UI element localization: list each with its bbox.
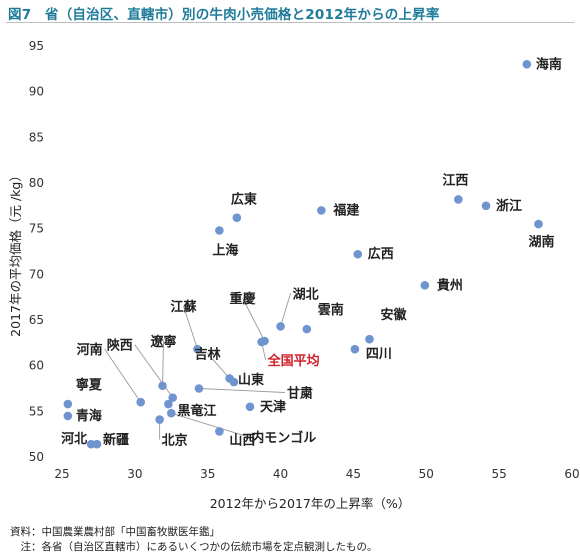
data-point (63, 399, 73, 409)
x-tick-label: 55 (492, 467, 507, 481)
y-tick-label: 75 (29, 222, 44, 236)
y-tick-label: 95 (29, 39, 44, 53)
point-label: 寧夏 (76, 377, 103, 393)
x-tick-label: 60 (564, 467, 579, 481)
leader-line (162, 340, 164, 386)
point-label: 福建 (332, 202, 359, 218)
y-tick-label: 55 (29, 404, 44, 418)
point-label: 湖南 (528, 234, 554, 250)
data-point (276, 322, 285, 331)
y-tick-label: 90 (29, 85, 44, 99)
data-point (245, 402, 255, 412)
point-label: 上海 (212, 242, 238, 258)
data-point (63, 411, 73, 421)
data-point (232, 213, 242, 223)
point-label: 山東 (238, 372, 264, 388)
scatter-chart: 50 55 60 65 70 75 80 85 90 95 25 30 35 40 45 50 55 60 20… (8, 39, 580, 511)
leader-line (198, 388, 285, 393)
point-label: 広東 (231, 192, 257, 208)
point-label: 重慶 (230, 291, 257, 307)
point-label: 安徽 (380, 307, 407, 323)
data-point (317, 206, 326, 215)
label-leader-lines (104, 293, 292, 440)
point-label: 黒竜江 (177, 403, 216, 419)
leader-line (171, 412, 250, 438)
leader-line (207, 353, 230, 379)
point-label: 浙江 (496, 198, 522, 214)
footnote: 注：各省（自治区直轄市）にあるいくつかの伝統市場を定点観測したもの。 (10, 541, 378, 553)
point-label: 遼寧 (151, 334, 177, 350)
y-tick-label: 50 (29, 450, 44, 464)
data-point (194, 384, 204, 393)
data-point (215, 427, 224, 436)
point-label: 貴州 (437, 277, 463, 293)
point-label: 吉林 (195, 346, 221, 362)
data-point (454, 195, 463, 204)
x-tick-label: 40 (273, 467, 288, 481)
data-point (350, 344, 360, 354)
x-axis-title: 2012年から2017年の上昇率（%） (210, 496, 411, 511)
point-label: 北京 (162, 433, 188, 449)
point-label: 山西 (229, 432, 255, 448)
point-label: 天津 (260, 399, 286, 415)
leader-line (104, 348, 142, 403)
y-tick-label: 65 (29, 313, 44, 327)
point-label: 陝西 (107, 338, 133, 354)
point-label: 甘粛 (287, 386, 313, 402)
data-point (365, 334, 374, 344)
data-point (481, 201, 491, 211)
title-divider (6, 22, 574, 23)
data-point (302, 324, 312, 334)
point-label: 海南 (536, 56, 562, 72)
data-point (257, 337, 266, 347)
x-tick-label: 30 (127, 467, 142, 481)
data-points (63, 59, 543, 449)
point-label: 江西 (442, 172, 468, 188)
data-point (229, 377, 239, 387)
point-label: 河南 (77, 342, 103, 358)
y-tick-label: 80 (29, 176, 44, 190)
y-tick-label: 60 (29, 359, 44, 373)
data-point (158, 381, 167, 391)
point-label: 青海 (76, 408, 102, 424)
point-label: 湖北 (293, 287, 319, 302)
leader-line (280, 293, 292, 327)
source-note: 資料：中国農業農村部「中国畜牧獣医年鑑」 (10, 526, 220, 538)
point-label: 新疆 (103, 432, 129, 448)
chart-title: 図7 省（自治区、直轄市）別の牛肉小売価格と2012年からの上昇率 (8, 7, 440, 23)
point-label: 四川 (366, 347, 392, 362)
y-axis-ticks: 50 55 60 65 70 75 80 85 90 95 (29, 39, 44, 464)
data-point (353, 249, 363, 259)
leader-line (242, 297, 265, 342)
data-point (164, 399, 173, 409)
point-label: 河北 (61, 431, 87, 447)
leader-line (183, 306, 198, 350)
data-point (136, 397, 145, 407)
leader-line (134, 344, 174, 398)
data-point (534, 219, 543, 229)
data-point (215, 226, 224, 235)
point-label: 内モンゴル (251, 430, 316, 446)
y-axis-title: 2017年の平均価格（元 /kg） (8, 169, 23, 337)
y-tick-label: 85 (29, 130, 44, 144)
data-point (420, 280, 430, 290)
data-point (193, 344, 202, 354)
y-tick-label: 70 (29, 267, 44, 281)
x-tick-label: 50 (419, 467, 434, 481)
data-point (522, 59, 532, 69)
point-label: 広西 (368, 246, 394, 262)
data-point (92, 439, 102, 449)
data-point (155, 415, 164, 424)
x-tick-label: 25 (54, 467, 69, 481)
data-point (166, 408, 176, 418)
x-axis-ticks: 25 30 35 40 45 50 55 60 (54, 467, 579, 481)
x-tick-label: 35 (200, 467, 215, 481)
point-label: 江蘇 (171, 299, 198, 315)
point-label: 全国平均 (267, 353, 320, 369)
point-label: 雲南 (318, 302, 344, 318)
data-point (168, 393, 178, 402)
x-tick-label: 45 (346, 467, 361, 481)
